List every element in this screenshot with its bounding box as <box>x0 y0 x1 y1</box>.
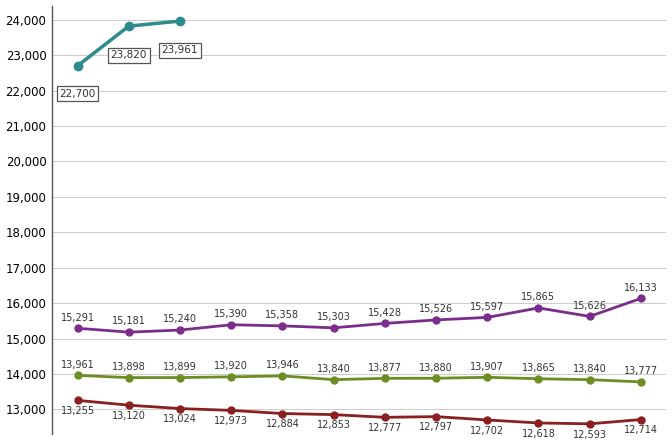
Text: 13,255: 13,255 <box>60 406 95 416</box>
Text: 15,597: 15,597 <box>470 302 504 312</box>
Text: 15,181: 15,181 <box>112 317 146 326</box>
Text: 15,240: 15,240 <box>163 314 197 324</box>
Text: 23,961: 23,961 <box>162 45 198 55</box>
Text: 12,593: 12,593 <box>573 429 607 439</box>
Text: 15,626: 15,626 <box>573 301 607 311</box>
Text: 16,133: 16,133 <box>624 283 658 293</box>
Text: 13,907: 13,907 <box>470 362 504 372</box>
Text: 12,618: 12,618 <box>521 429 555 438</box>
Text: 12,777: 12,777 <box>368 423 402 433</box>
Text: 15,865: 15,865 <box>521 292 556 302</box>
Text: 13,946: 13,946 <box>265 360 299 370</box>
Text: 15,390: 15,390 <box>214 309 248 319</box>
Text: 12,797: 12,797 <box>419 422 453 432</box>
Text: 22,700: 22,700 <box>59 89 95 99</box>
Text: 15,526: 15,526 <box>419 304 453 314</box>
Text: 23,820: 23,820 <box>111 50 147 60</box>
Text: 13,920: 13,920 <box>214 361 248 371</box>
Text: 13,880: 13,880 <box>419 363 453 372</box>
Text: 13,840: 13,840 <box>573 364 607 374</box>
Text: 13,024: 13,024 <box>163 414 197 424</box>
Text: 13,865: 13,865 <box>521 363 555 373</box>
Text: 12,853: 12,853 <box>317 420 351 430</box>
Text: 13,877: 13,877 <box>368 363 402 373</box>
Text: 15,303: 15,303 <box>317 312 351 322</box>
Text: 15,358: 15,358 <box>265 310 300 320</box>
Text: 12,973: 12,973 <box>214 416 248 426</box>
Text: 13,120: 13,120 <box>112 411 146 421</box>
Text: 13,899: 13,899 <box>163 362 197 372</box>
Text: 13,777: 13,777 <box>624 366 658 376</box>
Text: 13,840: 13,840 <box>317 364 351 374</box>
Text: 13,898: 13,898 <box>112 362 146 372</box>
Text: 12,702: 12,702 <box>470 425 504 436</box>
Text: 12,884: 12,884 <box>265 419 299 429</box>
Text: 15,428: 15,428 <box>368 308 402 318</box>
Text: 12,714: 12,714 <box>624 425 658 435</box>
Text: 15,291: 15,291 <box>60 313 95 322</box>
Text: 13,961: 13,961 <box>60 360 95 370</box>
